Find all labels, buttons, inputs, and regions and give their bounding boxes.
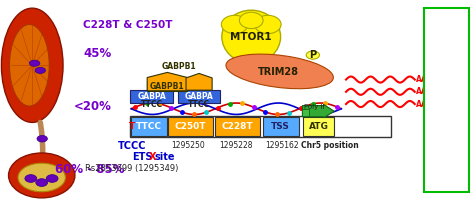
Ellipse shape (9, 24, 49, 106)
Text: X: X (148, 152, 156, 162)
Text: Poly II: Poly II (303, 104, 324, 110)
Ellipse shape (18, 163, 65, 192)
Ellipse shape (255, 15, 281, 34)
FancyBboxPatch shape (131, 117, 167, 136)
Text: P: P (309, 50, 317, 60)
FancyBboxPatch shape (303, 117, 334, 136)
Text: TCCC: TCCC (118, 141, 146, 151)
Text: Chr5 position: Chr5 position (301, 141, 358, 150)
FancyBboxPatch shape (215, 117, 260, 136)
Ellipse shape (239, 12, 263, 29)
Ellipse shape (9, 153, 75, 198)
Text: ETS: ETS (132, 152, 152, 162)
Text: 1295250: 1295250 (171, 141, 205, 150)
Text: GABPB1: GABPB1 (162, 62, 197, 71)
Ellipse shape (36, 179, 47, 186)
FancyArrow shape (186, 73, 212, 90)
Text: MTOR1: MTOR1 (230, 32, 272, 42)
Text: site: site (155, 152, 175, 162)
Text: GABPA: GABPA (185, 92, 213, 101)
FancyBboxPatch shape (263, 117, 299, 136)
Text: TTCC: TTCC (188, 100, 210, 109)
Text: GABPB1: GABPB1 (149, 82, 184, 91)
Text: AAA...: AAA... (416, 87, 443, 96)
Text: <20%: <20% (73, 100, 111, 113)
Text: ATG: ATG (309, 122, 328, 131)
FancyBboxPatch shape (130, 116, 391, 137)
Text: Rs2853699 (1295349): Rs2853699 (1295349) (85, 164, 178, 173)
Ellipse shape (306, 51, 319, 59)
Ellipse shape (25, 175, 37, 182)
Ellipse shape (37, 135, 47, 142)
Text: TERT expression: TERT expression (446, 36, 455, 119)
Ellipse shape (222, 10, 281, 63)
FancyBboxPatch shape (130, 90, 173, 103)
FancyArrow shape (147, 72, 187, 91)
Text: GABPA: GABPA (137, 92, 166, 101)
FancyBboxPatch shape (178, 90, 220, 103)
Text: TRIM28: TRIM28 (258, 67, 299, 77)
Text: 60% - 85%: 60% - 85% (55, 163, 124, 176)
FancyBboxPatch shape (147, 81, 187, 91)
Text: TTCC: TTCC (136, 122, 162, 131)
Text: C250T: C250T (175, 122, 206, 131)
Text: C228T: C228T (221, 122, 253, 131)
Text: C228T & C250T: C228T & C250T (83, 20, 173, 31)
FancyBboxPatch shape (302, 109, 309, 116)
FancyBboxPatch shape (168, 117, 213, 136)
Text: Telomerase activation: Telomerase activation (455, 74, 463, 179)
Ellipse shape (29, 60, 40, 66)
Ellipse shape (35, 67, 46, 73)
Ellipse shape (46, 175, 58, 182)
FancyBboxPatch shape (424, 8, 469, 192)
Ellipse shape (221, 15, 248, 34)
FancyArrow shape (302, 104, 334, 118)
Text: 45%: 45% (83, 47, 111, 60)
Text: TTCC: TTCC (141, 100, 163, 109)
Text: 1295162: 1295162 (265, 141, 299, 150)
Text: AAA...: AAA... (416, 75, 443, 84)
Text: TSS: TSS (271, 122, 290, 131)
Ellipse shape (226, 54, 333, 89)
Ellipse shape (1, 8, 63, 122)
Text: AAA...: AAA... (416, 100, 443, 109)
Text: T: T (129, 122, 136, 131)
Text: 1295228: 1295228 (219, 141, 253, 150)
